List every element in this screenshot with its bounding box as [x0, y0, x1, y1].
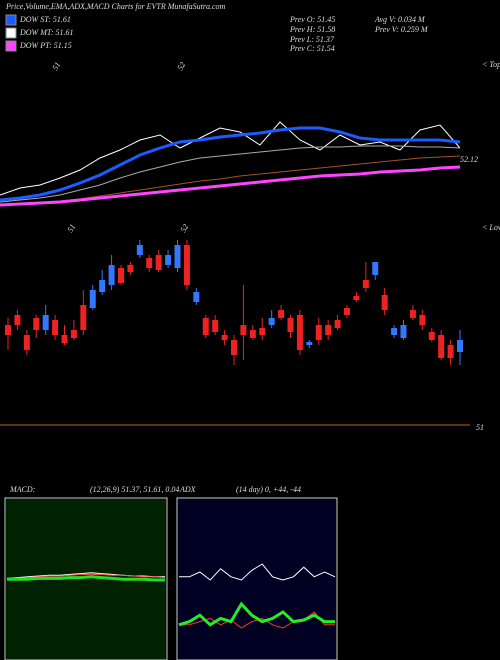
stat: Prev C: 51.54 [289, 44, 335, 53]
candle-body [108, 265, 115, 285]
candle-body [325, 325, 332, 335]
stat: Prev L: 51.37 [289, 35, 335, 44]
series-line [179, 563, 336, 581]
candle-body [362, 280, 369, 288]
panel-title: MACD: [9, 485, 36, 494]
stat: Prev H: 51.58 [289, 25, 335, 34]
series-line [178, 601, 335, 627]
panel-subtitle: (14 day) 0, +44, -44 [236, 485, 301, 494]
candle-body [155, 255, 162, 270]
legend-swatch [5, 27, 17, 39]
candle-body [23, 335, 30, 350]
candle-body [5, 325, 11, 335]
candle-body [127, 265, 134, 272]
legend-swatch [5, 14, 17, 26]
candle-body [33, 318, 40, 330]
candle-body [118, 268, 124, 283]
candle-body [287, 318, 294, 332]
legend-label: DOW MT: 51.61 [19, 28, 74, 37]
candle-body [80, 305, 87, 330]
candle-body [296, 315, 303, 350]
candle-body [249, 330, 256, 338]
stat: Avg V: 0.034 M [374, 15, 426, 24]
date-marker: 52 [176, 60, 188, 71]
candle-body [334, 320, 341, 328]
candle-body [428, 332, 435, 340]
candle-body [391, 328, 398, 335]
macd-frame [4, 497, 168, 660]
page-title: Price,Volume,EMA,ADX,MACD Charts for EVT… [5, 2, 226, 11]
candle-body [202, 318, 209, 335]
candle-body [212, 320, 219, 332]
series-line [0, 126, 461, 202]
candle-body [146, 258, 153, 268]
panel-note: < Tops [482, 60, 500, 69]
series-line [7, 575, 165, 582]
candle-body [315, 325, 322, 340]
candle-body [70, 330, 77, 338]
candle-body [89, 290, 96, 308]
series-line [0, 145, 461, 203]
candle-body [61, 335, 68, 343]
candle-body [14, 315, 21, 325]
candle-body [99, 280, 106, 292]
candle-body [52, 320, 59, 335]
candle-body [419, 315, 426, 325]
stat: Prev O: 51.45 [289, 15, 335, 24]
candle-body [259, 328, 266, 335]
candle-body [193, 292, 200, 302]
candle-body [221, 335, 228, 340]
candle-body [174, 245, 181, 268]
series-line [0, 165, 461, 207]
last-value: 52.12 [460, 155, 478, 164]
candle-body [409, 310, 416, 318]
y-tick-label: 51 [476, 423, 484, 432]
series-line [0, 121, 461, 196]
candle-body [240, 325, 247, 335]
candle-body [438, 335, 445, 358]
candle-body [457, 340, 463, 352]
panel-note: < Lows [482, 223, 500, 232]
candle-body [136, 245, 143, 255]
candle-body [165, 255, 172, 265]
date-marker: 51 [51, 60, 63, 71]
candle-body [344, 308, 350, 315]
legend-label: DOW ST: 51.61 [19, 15, 71, 24]
panel-background [178, 499, 336, 660]
candle-body [400, 325, 407, 338]
candle-body [381, 295, 388, 310]
candle-body [306, 342, 313, 345]
date-marker: 51 [66, 222, 78, 233]
legend-swatch [5, 40, 17, 52]
date-marker: 52 [179, 222, 191, 233]
candle-body [447, 345, 454, 358]
candle-body [372, 262, 379, 275]
stat: Prev V: 0.259 M [374, 25, 429, 34]
candle-body [183, 245, 190, 285]
panel-subtitle: (12,26,9) 51.37, 51.61, 0.04 [90, 485, 179, 494]
panel-title: ADX [179, 485, 197, 494]
candle-body [353, 296, 360, 300]
legend-label: DOW PT: 51.15 [19, 41, 72, 50]
adx-frame [176, 497, 338, 660]
candle-body [268, 318, 275, 325]
candle-body [231, 340, 237, 355]
candle-body [42, 315, 49, 330]
candle-body [278, 310, 285, 318]
series-line [6, 573, 166, 580]
